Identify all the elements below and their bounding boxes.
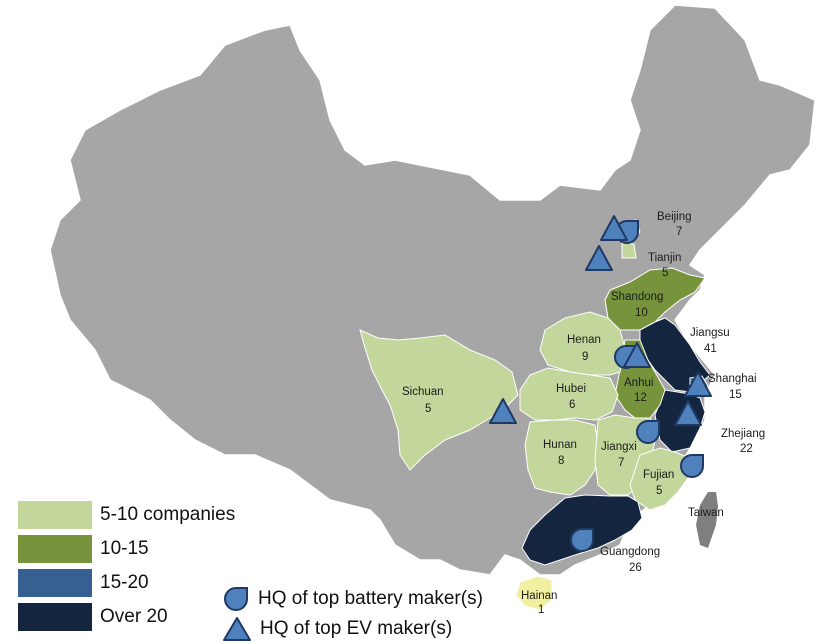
- ev-maker-marker: [623, 342, 651, 368]
- symbol-legend-ev: HQ of top EV maker(s): [222, 614, 483, 644]
- legend-label: 15-20: [100, 572, 149, 593]
- label-zhejiang-name: Zhejiang: [721, 428, 765, 440]
- legend-swatch: [18, 501, 92, 529]
- label-jiangsu-count: 41: [704, 343, 717, 355]
- label-hunan-name: Hunan: [543, 439, 577, 451]
- label-hubei-name: Hubei: [556, 383, 586, 395]
- label-anhui-name: Anhui: [624, 377, 653, 389]
- label-shanghai-count: 15: [729, 389, 742, 401]
- legend-label: 10-15: [100, 538, 149, 559]
- label-shandong-count: 10: [635, 307, 648, 319]
- label-sichuan-count: 5: [425, 403, 431, 415]
- battery-maker-marker: [636, 420, 660, 444]
- legend-item: 15-20: [18, 566, 235, 600]
- label-shandong-name: Shandong: [611, 291, 663, 303]
- legend-label: Over 20: [100, 606, 168, 627]
- symbol-legend-battery: HQ of top battery maker(s): [222, 584, 483, 614]
- battery-marker-icon: [224, 587, 248, 611]
- ev-maker-marker: [489, 398, 517, 424]
- ev-maker-marker: [674, 400, 702, 426]
- label-guangdong-count: 26: [629, 562, 642, 574]
- taiwan-shape: [696, 492, 718, 548]
- label-hainan-name: Hainan: [521, 590, 557, 602]
- label-fujian-name: Fujian: [643, 469, 674, 481]
- province-hainan: [515, 575, 553, 611]
- label-shanghai-name: Shanghai: [708, 373, 757, 385]
- label-beijing-name: Beijing: [657, 211, 692, 223]
- province-hubei: [519, 367, 619, 421]
- battery-maker-marker: [570, 528, 594, 552]
- label-anhui-count: 12: [634, 392, 647, 404]
- legend-item: Over 20: [18, 600, 235, 634]
- legend-swatch: [18, 603, 92, 631]
- legend-swatch: [18, 535, 92, 563]
- province-sichuan: [359, 329, 519, 471]
- label-zhejiang-count: 22: [740, 443, 753, 455]
- label-jiangsu-name: Jiangsu: [690, 327, 730, 339]
- label-jiangxi-name: Jiangxi: [601, 441, 637, 453]
- ev-maker-marker: [600, 215, 628, 241]
- label-sichuan-name: Sichuan: [402, 386, 444, 398]
- label-tianjin-count: 5: [662, 267, 668, 279]
- legend-item: 10-15: [18, 532, 235, 566]
- symbol-legend: HQ of top battery maker(s) HQ of top EV …: [222, 584, 483, 644]
- symbol-legend-ev-label: HQ of top EV maker(s): [260, 618, 453, 639]
- label-hainan-count: 1: [538, 604, 544, 616]
- label-beijing-count: 7: [676, 226, 682, 238]
- legend-swatch: [18, 569, 92, 597]
- legend-item: 5-10 companies: [18, 498, 235, 532]
- label-henan-count: 9: [582, 351, 588, 363]
- label-hunan-count: 8: [558, 455, 564, 467]
- symbol-legend-battery-label: HQ of top battery maker(s): [258, 588, 483, 609]
- label-fujian-count: 5: [656, 485, 662, 497]
- legend-label: 5-10 companies: [100, 504, 236, 525]
- label-hubei-count: 6: [569, 399, 575, 411]
- province-fujian: [629, 447, 691, 511]
- battery-maker-marker: [680, 454, 704, 478]
- label-guangdong-name: Guangdong: [600, 546, 660, 558]
- label-henan-name: Henan: [567, 334, 601, 346]
- province-henan: [539, 311, 626, 376]
- ev-maker-marker: [684, 371, 712, 397]
- province-tianjin: [621, 241, 637, 259]
- label-tianjin-name: Tianjin: [648, 252, 681, 264]
- label-jiangxi-count: 7: [618, 457, 624, 469]
- ev-maker-marker: [585, 245, 613, 271]
- ev-marker-icon: [223, 617, 251, 641]
- label-taiwan: Taiwan: [688, 507, 724, 519]
- province-hunan: [524, 419, 599, 496]
- mainland-other-regions: [49, 4, 816, 576]
- color-legend: 5-10 companies 10-15 15-20 Over 20: [18, 498, 235, 634]
